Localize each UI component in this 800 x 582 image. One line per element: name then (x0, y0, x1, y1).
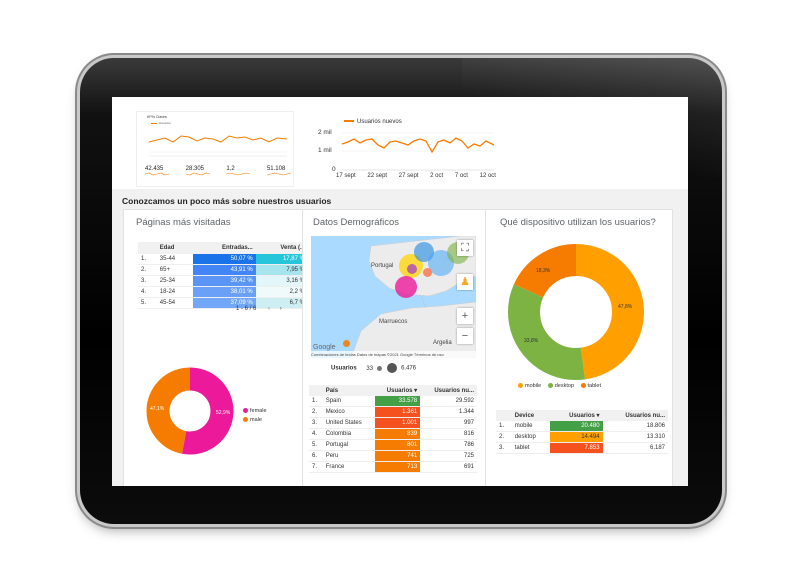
kpi-mini-line (148, 135, 288, 143)
demo-title: Datos Demográficos (313, 217, 400, 228)
table-row: 5. 45-54 37,09 % 6,7 % (138, 297, 308, 309)
pages-card: Páginas más visitadas Edad Entradas... V… (123, 209, 310, 486)
bubble-legend: Usuarios 33 6.476 (331, 363, 416, 373)
pagination-label: 1 - 6 / 6 (236, 306, 257, 312)
gender-donut: 52,9% 47,1% (146, 367, 234, 455)
legend-mobile[interactable]: mobile (518, 383, 541, 389)
col-pais[interactable]: País (325, 387, 339, 394)
section-title: Conozcamos un poco más sobre nuestros us… (122, 196, 332, 206)
kpi-mini-title: KPI's Claves (147, 115, 167, 119)
prev-page-icon[interactable]: ‹ (268, 306, 271, 312)
table-row: 3. tablet 7.853 6.187 (496, 442, 668, 454)
y-label-2mil: 2 mil (318, 129, 332, 136)
col-device-usuarios-nuevos[interactable]: Usuarios nu... (625, 412, 665, 419)
kpi-mini-chart (148, 135, 288, 157)
users-line-chart (341, 132, 495, 171)
legend-male[interactable]: male (243, 416, 267, 425)
col-device[interactable]: Device (514, 412, 535, 419)
table-row: 2. desktop 14.494 13.310 (496, 431, 668, 443)
table-row: 7. France 713 691 (309, 461, 477, 473)
y-label-1mil: 1 mil (318, 147, 332, 154)
legend-desktop[interactable]: desktop (547, 383, 574, 389)
table-row: 2. 65+ 43,91 % 7,95 % (138, 264, 308, 276)
kpi-2: 28.305 (185, 166, 210, 178)
gender-legend: female male (243, 407, 267, 425)
device-slice-desktop (508, 244, 644, 380)
users-line (341, 137, 495, 154)
users-chart-legend: Usuarios nuevos (344, 119, 402, 125)
table-row: 3. United States 1.001 997 (309, 417, 477, 429)
map-attribution[interactable]: Combinaciones de teclas Datos de mapas ©… (311, 351, 476, 358)
bubble-center[interactable] (407, 264, 417, 274)
table-row: 2. Mexico 1.361 1.344 (309, 406, 477, 418)
table-row: 4. 18-24 38,01 % 2,2 % (138, 286, 308, 298)
col-entradas[interactable]: Entradas... (221, 245, 253, 251)
kpi-3: 1,2 (226, 166, 251, 178)
users-chart: Usuarios nuevos 2 mil 1 mil 0 17 sept 22 … (318, 115, 498, 189)
map-label-argelia: Argelia (433, 340, 452, 346)
demo-card: Datos Demográficos Portugal Marruecos Ar… (302, 209, 486, 486)
kpi-mini-legend: Usuarios (151, 121, 171, 125)
map-label-google: Google (313, 344, 336, 351)
pages-table: Edad Entradas... Venta (... 1. 35-44 50,07… (138, 242, 308, 309)
col-venta[interactable]: Venta (... (280, 245, 305, 251)
device-slice-tablet (508, 244, 644, 380)
dashboard-screen: KPI's Claves Usuarios 42.435 28.305 1,2 … (112, 97, 688, 486)
map-label-portugal: Portugal (371, 263, 394, 269)
pagination: 1 - 6 / 6 ‹ › (236, 306, 282, 312)
table-row: 1. 35-44 50,07 % 17,87 % (138, 254, 308, 265)
pegman-icon[interactable]: ♟ (457, 274, 473, 290)
legend-tablet[interactable]: tablet (580, 383, 601, 389)
bubble-canarias[interactable] (343, 340, 350, 347)
device-table: Device Usuarios ▾ Usuarios nu... 1. mobil… (496, 410, 668, 454)
x-labels: 17 sept 22 sept 27 sept 2 oct 7 oct 12 oct (336, 173, 496, 179)
kpi-values: 42.435 28.305 1,2 51.108 (144, 166, 292, 178)
country-table: País Usuarios ▾ Usuarios nu... 1. Spain 33… (309, 385, 477, 473)
device-label-tablet: 18,3% (536, 268, 551, 274)
device-legend: mobile desktop tablet (518, 383, 601, 389)
device-card: Qué dispositivo utilizan los usuarios? 4… (485, 209, 673, 486)
device-donut: 47,8% 33,8% 18,3% (508, 244, 644, 380)
legend-female[interactable]: female (243, 407, 267, 416)
col-usuarios-nuevos[interactable]: Usuarios nu... (434, 387, 474, 394)
kpi-1: 42.435 (144, 166, 170, 178)
zoom-out-icon[interactable]: − (457, 328, 473, 344)
fullscreen-icon[interactable]: ⛶ (457, 240, 473, 256)
table-row: 1. mobile 20.480 18.806 (496, 421, 668, 432)
table-row: 5. Portugal 801 786 (309, 439, 477, 451)
col-edad[interactable]: Edad (159, 245, 175, 251)
table-row: 3. 25-34 39,42 % 3,16 % (138, 275, 308, 287)
map-label-marruecos: Marruecos (379, 319, 408, 325)
table-row: 1. Spain 33.578 29.592 (309, 396, 477, 407)
africa-land (350, 301, 476, 358)
kpi-4: 51.108 (266, 166, 292, 178)
bubble-andalucia[interactable] (395, 276, 417, 298)
table-row: 6. Peru 741 725 (309, 450, 477, 462)
device-label-desktop: 33,8% (524, 338, 539, 344)
next-page-icon[interactable]: › (279, 306, 282, 312)
gender-label-male: 47,1% (150, 406, 165, 412)
gender-slice-male (146, 367, 234, 455)
col-device-usuarios[interactable]: Usuarios ▾ (569, 413, 600, 419)
pages-title: Páginas más visitadas (136, 217, 231, 228)
table-row: 4. Colombia 839 816 (309, 428, 477, 440)
device-label-mobile: 47,8% (618, 304, 633, 310)
bubble-murcia[interactable] (423, 268, 432, 277)
gender-label-female: 52,9% (216, 410, 231, 416)
zoom-in-icon[interactable]: + (457, 308, 473, 324)
map[interactable]: Portugal Marruecos Argelia Google ⛶ ♟ + … (311, 236, 476, 358)
col-usuarios[interactable]: Usuarios ▾ (386, 388, 418, 394)
y-label-0: 0 (332, 166, 336, 173)
device-title: Qué dispositivo utilizan los usuarios? (500, 217, 656, 228)
kpi-mini-card: KPI's Claves Usuarios 42.435 28.305 1,2 … (136, 111, 294, 187)
